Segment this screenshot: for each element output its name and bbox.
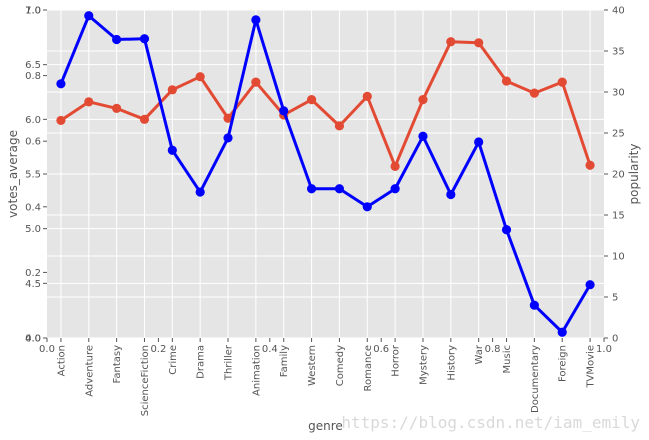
- data-point-left: [446, 37, 456, 47]
- overlay-y-tick-label: 0.8: [25, 71, 41, 82]
- x-tick-label: Comedy: [335, 345, 346, 386]
- x-tick-label: Romance: [363, 345, 374, 391]
- data-point-left: [390, 161, 400, 171]
- data-point-right: [362, 202, 372, 212]
- overlay-x-tick-label: 0.8: [485, 344, 501, 355]
- left-tick-label: 7.0: [25, 6, 41, 17]
- data-point-left: [418, 95, 428, 105]
- x-tick-label: Drama: [196, 345, 207, 379]
- data-point-right: [529, 300, 539, 310]
- data-point-right: [474, 137, 484, 147]
- data-point-left: [251, 77, 261, 87]
- overlay-x-tick-label: 0.6: [373, 344, 389, 355]
- data-point-right: [306, 184, 317, 194]
- data-point-right: [585, 280, 595, 290]
- x-tick-label: Horror: [391, 344, 402, 377]
- data-point-right: [390, 184, 400, 194]
- right-axis-ticks: 0 5 10 15 20 25 30 35 40: [604, 6, 625, 345]
- overlay-axis-ticks: 0.0 0.2 0.4 0.6 0.8 1.0 0.0 0.2 0.4 0.6 0.8 1.0: [25, 6, 612, 356]
- right-tick-label: 30: [612, 88, 625, 99]
- data-point-right: [195, 187, 205, 197]
- overlay-y-tick-label: 0.6: [25, 137, 41, 148]
- data-point-right: [223, 133, 233, 143]
- x-axis-ticks: Action Adventure Fantasy ScienceFiction Crim…: [56, 338, 597, 416]
- data-point-left: [84, 97, 94, 107]
- data-point-left: [139, 114, 150, 124]
- left-tick-label: 6.5: [25, 60, 41, 71]
- x-tick-label: Mystery: [418, 345, 429, 385]
- overlay-x-tick-label: 0.2: [150, 344, 166, 355]
- right-tick-label: 10: [612, 252, 625, 263]
- data-point-left: [362, 91, 372, 101]
- data-point-right: [501, 225, 512, 235]
- overlay-x-tick-label: 0.4: [262, 344, 278, 355]
- left-tick-label: 5.0: [25, 224, 41, 235]
- x-tick-label: Family: [279, 345, 290, 377]
- overlay-y-tick-label: 0.0: [25, 334, 41, 345]
- x-tick-label: Fantasy: [112, 345, 123, 384]
- x-tick-label: Crime: [168, 345, 179, 375]
- x-tick-label: History: [446, 345, 457, 381]
- left-tick-label: 4.5: [25, 279, 41, 290]
- left-tick-label: 6.0: [25, 115, 41, 126]
- right-tick-label: 25: [612, 129, 625, 140]
- x-tick-label: Animation: [251, 345, 262, 396]
- x-tick-label: Music: [502, 345, 513, 373]
- left-tick-label: 4.0: [25, 334, 41, 345]
- x-tick-label: Action: [56, 345, 67, 376]
- x-tick-label: Adventure: [84, 345, 95, 397]
- right-tick-label: 0: [612, 334, 618, 345]
- data-point-left: [306, 95, 317, 105]
- right-tick-label: 35: [612, 47, 625, 58]
- data-point-left: [56, 115, 66, 126]
- data-point-right: [84, 11, 94, 21]
- right-axis-title: popularity: [627, 144, 641, 205]
- data-point-left: [585, 160, 595, 170]
- x-tick-label: ScienceFiction: [140, 345, 151, 416]
- right-tick-label: 40: [612, 6, 625, 17]
- x-tick-label: War: [474, 344, 485, 364]
- data-point-right: [167, 145, 177, 155]
- data-point-left: [557, 77, 567, 87]
- x-axis-title: genre: [308, 419, 343, 433]
- data-point-left: [474, 38, 484, 48]
- series-line-left: [60, 40, 592, 168]
- overlay-y-tick-label: 0.4: [25, 202, 41, 213]
- left-axis-title: votes_average: [6, 130, 20, 218]
- left-axis-ticks: 4.0 4.5 5.0 5.5 6.0 6.5 7.0: [25, 6, 47, 345]
- data-point-right: [279, 106, 289, 116]
- x-tick-label: Western: [307, 345, 318, 386]
- data-point-left: [195, 72, 205, 82]
- left-tick-label: 5.5: [25, 170, 41, 181]
- data-point-right: [557, 327, 567, 337]
- data-point-left: [529, 88, 539, 98]
- right-tick-label: 5: [612, 293, 618, 304]
- x-tick-label: Foreign: [558, 345, 569, 382]
- data-point-right: [418, 131, 428, 141]
- overlay-y-tick-label: 0.2: [25, 268, 41, 279]
- x-tick-label: Thriller: [224, 344, 235, 381]
- data-point-left: [223, 113, 233, 123]
- series-group: [56, 11, 595, 337]
- x-tick-label: Documentary: [530, 345, 541, 413]
- data-point-right: [251, 15, 261, 25]
- data-point-right: [446, 189, 456, 200]
- data-point-right: [139, 34, 150, 44]
- data-point-right: [112, 34, 122, 45]
- right-tick-label: 15: [612, 211, 625, 222]
- watermark: https://blog.csdn.net/iam_emily: [341, 413, 640, 432]
- data-point-left: [112, 103, 122, 113]
- data-point-right: [334, 184, 345, 194]
- data-point-left: [334, 121, 345, 131]
- data-point-left: [167, 85, 177, 95]
- data-point-right: [56, 79, 66, 89]
- data-point-left: [501, 76, 512, 86]
- overlay-x-tick-label: 1.0: [596, 344, 612, 355]
- series-line-right: [59, 14, 592, 334]
- right-tick-label: 20: [612, 170, 625, 181]
- overlay-x-tick-label: 0.0: [39, 344, 55, 355]
- x-tick-label: TVMovie: [586, 345, 597, 389]
- overlay-y-tick-label: 1.0: [25, 6, 41, 17]
